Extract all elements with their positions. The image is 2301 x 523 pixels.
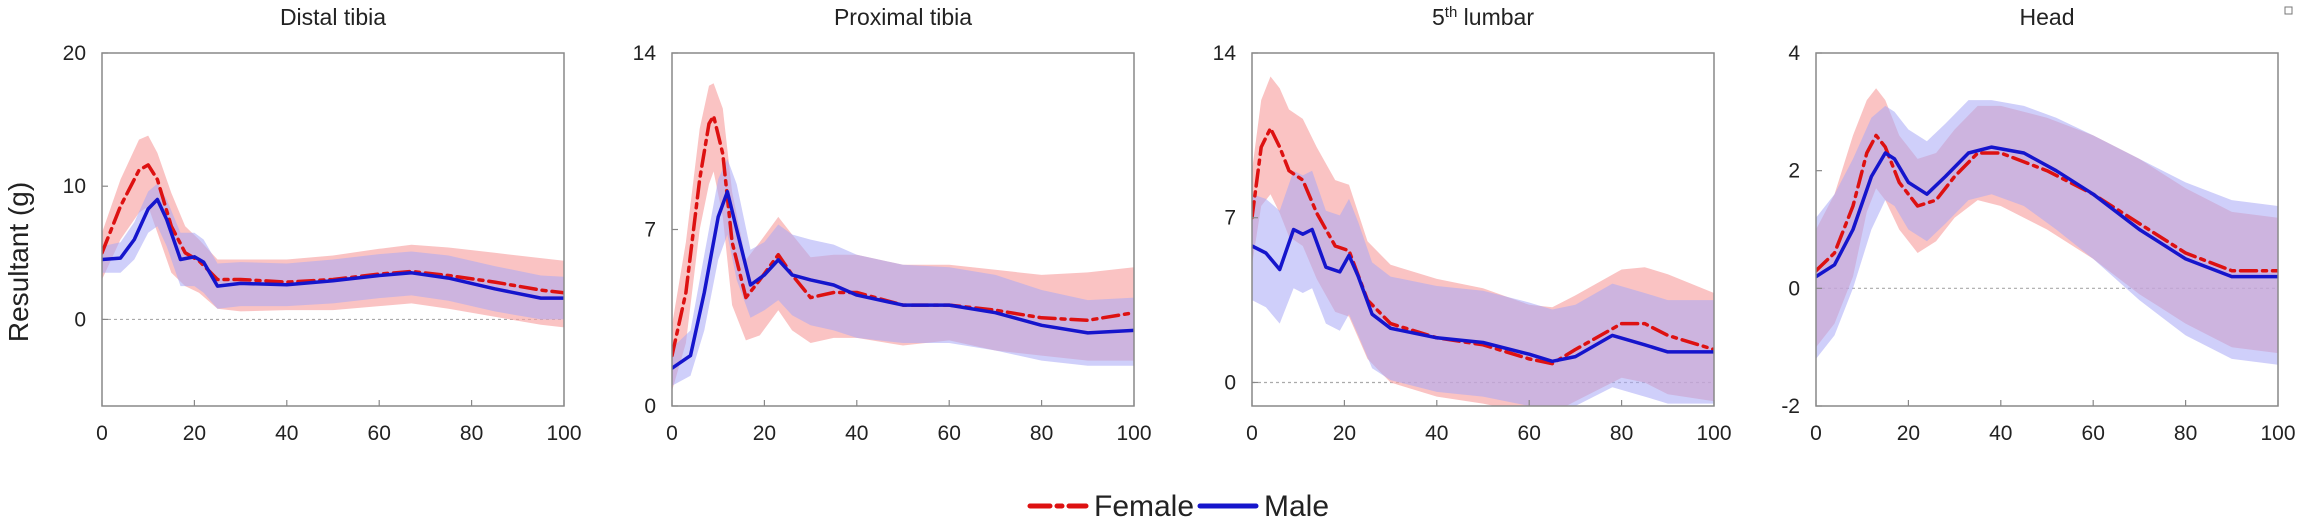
y-tick-label: 0 <box>74 308 86 331</box>
plot-frame <box>101 52 565 407</box>
x-tick-label: 100 <box>546 422 581 445</box>
y-tick-label: 14 <box>633 42 657 65</box>
x-tick-label: 100 <box>2260 422 2295 445</box>
x-tick-label: 80 <box>1610 422 1633 445</box>
female-mean-line <box>1816 133 2278 273</box>
male-mean-line <box>102 197 564 300</box>
female-mean-line <box>1252 126 1714 366</box>
panel-title: Distal tibia <box>280 4 386 30</box>
male-mean-line <box>1252 227 1714 364</box>
panel-1: Distal tibia 0 10 20 0 20 40 60 80 100 <box>63 4 582 445</box>
panel-title-rest: lumbar <box>1457 4 1534 30</box>
x-tick-label: 80 <box>460 422 483 445</box>
panel-3: 5th lumbar 0 7 14 0 20 40 60 80 100 <box>1213 4 1732 446</box>
x-tick-label: 80 <box>1030 422 1053 445</box>
male-variability-band <box>1252 170 1714 406</box>
y-tick-label: 0 <box>1224 371 1236 394</box>
plot-area <box>672 83 1134 391</box>
legend: Female Male <box>1027 490 1329 523</box>
x-tick-label: 0 <box>1810 422 1822 445</box>
x-tick-label: 20 <box>1897 422 1920 445</box>
male-variability-band <box>672 158 1134 386</box>
x-tick-label: 100 <box>1696 422 1731 445</box>
male-mean-line <box>672 189 1134 370</box>
x-tick-label: 20 <box>753 422 776 445</box>
x-tick-label: 0 <box>666 422 678 445</box>
corner-marker <box>2284 6 2293 15</box>
y-tick-label: 0 <box>1788 277 1800 300</box>
x-tick-label: 60 <box>938 422 961 445</box>
x-tick-label: 40 <box>1989 422 2012 445</box>
male-mean-line <box>1816 145 2278 279</box>
plot-area <box>1252 76 1714 406</box>
female-mean-line <box>102 163 564 295</box>
plot-frame <box>1815 52 2279 407</box>
x-tick-label: 20 <box>183 422 206 445</box>
x-tick-label: 60 <box>368 422 391 445</box>
panel-title: Head <box>2020 4 2075 30</box>
x-tick-label: 40 <box>845 422 868 445</box>
y-tick-label: 7 <box>644 219 656 242</box>
panel-title: 5th lumbar <box>1432 4 1534 31</box>
plot-area <box>1816 88 2278 365</box>
x-tick-label: 100 <box>1116 422 1151 445</box>
x-tick-label: 20 <box>1333 422 1356 445</box>
y-tick-label: -2 <box>1781 395 1800 418</box>
panel-title-superscript: th <box>1445 4 1458 21</box>
y-tick-label: 2 <box>1788 160 1800 183</box>
x-tick-label: 0 <box>1246 422 1258 445</box>
legend-label-male: Male <box>1264 490 1329 523</box>
x-tick-label: 60 <box>1518 422 1541 445</box>
plot-area <box>102 135 564 328</box>
x-tick-label: 40 <box>275 422 298 445</box>
plot-frame <box>1251 52 1715 407</box>
y-tick-label: 7 <box>1224 207 1236 230</box>
x-tick-label: 0 <box>96 422 108 445</box>
panel-2: Proximal tibia 0 7 14 0 20 40 60 80 100 <box>633 4 1152 445</box>
y-axis-label: Resultant (g) <box>3 182 34 342</box>
y-tick-label: 14 <box>1213 42 1237 65</box>
male-variability-band <box>1816 100 2278 365</box>
x-tick-label: 40 <box>1425 422 1448 445</box>
legend-label-female: Female <box>1094 490 1194 523</box>
y-tick-label: 4 <box>1788 42 1800 65</box>
x-tick-label: 80 <box>2174 422 2197 445</box>
y-tick-label: 0 <box>644 395 656 418</box>
y-tick-label: 20 <box>63 42 86 65</box>
y-tick-label: 10 <box>63 175 86 198</box>
panel-title: Proximal tibia <box>834 4 972 30</box>
x-tick-label: 60 <box>2082 422 2105 445</box>
